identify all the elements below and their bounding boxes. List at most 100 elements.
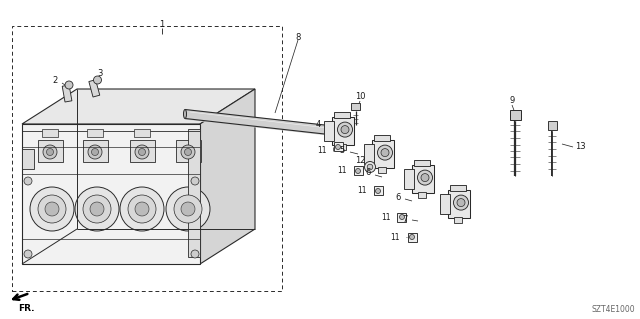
Bar	[87, 129, 103, 137]
Circle shape	[341, 126, 349, 134]
Circle shape	[376, 189, 381, 194]
Bar	[324, 121, 334, 141]
Circle shape	[65, 81, 73, 89]
Circle shape	[83, 195, 111, 223]
Text: SZT4E1000: SZT4E1000	[591, 305, 635, 314]
Bar	[338, 144, 346, 150]
Bar	[83, 140, 108, 162]
Circle shape	[421, 174, 429, 182]
Circle shape	[135, 202, 149, 216]
Text: FR.: FR.	[18, 304, 35, 313]
Bar	[418, 192, 426, 198]
Circle shape	[181, 202, 195, 216]
Text: 13: 13	[575, 143, 586, 152]
Bar	[129, 140, 154, 162]
Bar	[12, 26, 282, 291]
Bar	[353, 167, 362, 175]
Bar	[22, 149, 34, 169]
Circle shape	[92, 149, 99, 155]
Circle shape	[367, 164, 372, 170]
Bar	[364, 144, 374, 164]
Circle shape	[457, 199, 465, 207]
Circle shape	[378, 145, 392, 160]
Text: 9: 9	[509, 97, 515, 106]
Bar	[175, 140, 200, 162]
Bar	[450, 185, 466, 191]
Bar	[412, 165, 434, 193]
Bar	[408, 233, 417, 241]
Text: 8: 8	[295, 33, 301, 41]
Bar	[547, 121, 557, 130]
Circle shape	[47, 149, 54, 155]
Circle shape	[75, 187, 119, 231]
Polygon shape	[22, 89, 255, 124]
Text: 5: 5	[339, 146, 344, 155]
Text: 4: 4	[316, 121, 321, 130]
Bar	[134, 129, 150, 137]
Circle shape	[191, 177, 199, 185]
Bar	[454, 217, 462, 223]
Circle shape	[399, 214, 404, 219]
Text: 11: 11	[390, 233, 400, 241]
Circle shape	[30, 187, 74, 231]
Circle shape	[410, 234, 415, 240]
Circle shape	[365, 161, 376, 173]
Bar	[351, 103, 360, 110]
Circle shape	[181, 145, 195, 159]
Bar	[332, 117, 354, 145]
Circle shape	[184, 149, 191, 155]
Text: 7: 7	[403, 214, 408, 224]
Circle shape	[417, 170, 433, 185]
Bar	[378, 167, 386, 173]
Text: 11: 11	[317, 146, 327, 155]
Text: 12: 12	[355, 157, 365, 166]
Circle shape	[337, 122, 353, 137]
Circle shape	[38, 195, 66, 223]
Bar	[333, 143, 342, 152]
Text: 1: 1	[159, 20, 164, 29]
Bar	[397, 212, 406, 221]
Circle shape	[90, 202, 104, 216]
Bar	[404, 169, 414, 189]
Text: 6: 6	[396, 192, 401, 202]
Circle shape	[191, 250, 199, 258]
Bar	[372, 140, 394, 168]
Text: 10: 10	[355, 93, 365, 101]
Bar	[374, 187, 383, 196]
Polygon shape	[188, 129, 200, 257]
Bar	[374, 135, 390, 141]
Text: 2: 2	[52, 77, 58, 85]
Bar	[42, 129, 58, 137]
Circle shape	[355, 168, 360, 174]
Circle shape	[166, 187, 210, 231]
Ellipse shape	[184, 109, 186, 118]
Bar	[414, 160, 430, 166]
Text: 3: 3	[97, 70, 102, 78]
Text: 11: 11	[357, 187, 367, 196]
Bar	[440, 194, 450, 214]
Circle shape	[24, 250, 32, 258]
Circle shape	[128, 195, 156, 223]
Circle shape	[43, 145, 57, 159]
Bar	[334, 112, 350, 118]
Circle shape	[135, 145, 149, 159]
Bar	[509, 110, 520, 120]
Polygon shape	[22, 124, 200, 264]
Circle shape	[88, 145, 102, 159]
Text: 6: 6	[365, 168, 371, 177]
Polygon shape	[200, 89, 255, 264]
Circle shape	[45, 202, 59, 216]
Bar	[62, 85, 72, 102]
Circle shape	[454, 195, 468, 210]
Bar	[448, 190, 470, 218]
Circle shape	[93, 76, 102, 84]
Bar	[89, 80, 100, 97]
Circle shape	[381, 149, 389, 157]
Circle shape	[138, 149, 145, 155]
Ellipse shape	[337, 127, 339, 136]
Bar	[38, 140, 63, 162]
Circle shape	[120, 187, 164, 231]
Circle shape	[335, 145, 340, 150]
Circle shape	[24, 177, 32, 185]
Text: 11: 11	[381, 212, 391, 221]
